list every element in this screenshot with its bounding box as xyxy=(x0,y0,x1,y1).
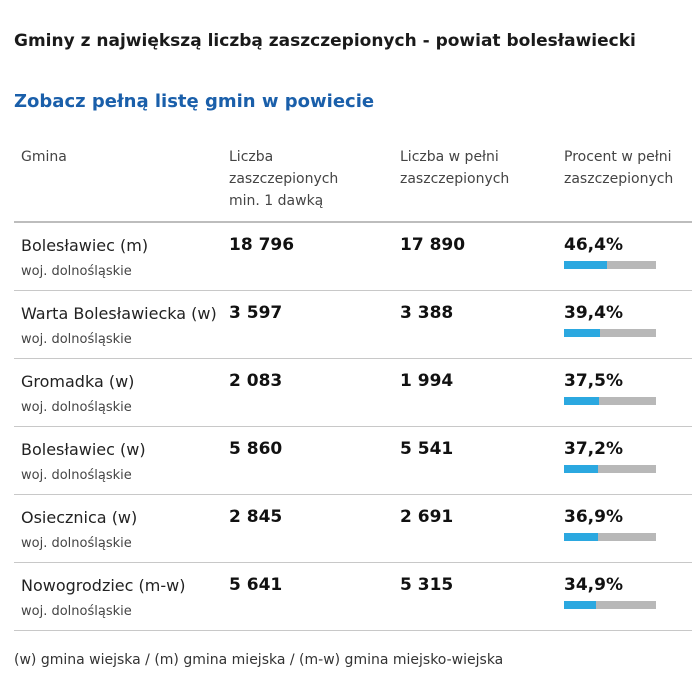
table-row: Bolesławiec (m) woj. dolnośląskie 18 796… xyxy=(14,223,692,291)
full-count: 3 388 xyxy=(400,303,454,323)
full-count: 5 315 xyxy=(400,575,454,595)
percent-bar xyxy=(564,465,656,473)
percent-bar-fill xyxy=(564,601,597,609)
gmina-name: Osiecznica (w) xyxy=(21,508,138,527)
percent-value: 37,5% xyxy=(564,371,623,391)
page-title: Gminy z największą liczbą zaszczepionych… xyxy=(14,31,636,51)
percent-bar xyxy=(564,261,656,269)
table-row: Osiecznica (w) woj. dolnośląskie 2 845 2… xyxy=(14,495,692,563)
gmina-region: woj. dolnośląskie xyxy=(21,604,132,619)
full-count: 5 541 xyxy=(400,439,454,459)
header-dose1: Liczba zaszczepionych min. 1 dawką xyxy=(229,149,339,209)
dose1-count: 5 641 xyxy=(229,575,283,595)
gmina-name: Bolesławiec (m) xyxy=(21,236,149,255)
gmina-name: Nowogrodziec (m-w) xyxy=(21,576,186,595)
dose1-count: 18 796 xyxy=(229,235,295,255)
gmina-region: woj. dolnośląskie xyxy=(21,264,132,279)
gmina-region: woj. dolnośląskie xyxy=(21,468,132,483)
percent-bar xyxy=(564,397,656,405)
table-row: Warta Bolesławiecka (w) woj. dolnośląski… xyxy=(14,291,692,359)
percent-bar xyxy=(564,601,656,609)
table-row: Gromadka (w) woj. dolnośląskie 2 083 1 9… xyxy=(14,359,692,427)
dose1-count: 5 860 xyxy=(229,439,283,459)
gmina-region: woj. dolnośląskie xyxy=(21,400,132,415)
gmina-name: Bolesławiec (w) xyxy=(21,440,146,459)
percent-value: 39,4% xyxy=(564,303,623,323)
gmina-region: woj. dolnośląskie xyxy=(21,536,132,551)
dose1-count: 2 083 xyxy=(229,371,283,391)
full-count: 2 691 xyxy=(400,507,454,527)
gmina-name: Warta Bolesławiecka (w) xyxy=(21,304,217,323)
dose1-count: 3 597 xyxy=(229,303,283,323)
percent-value: 37,2% xyxy=(564,439,623,459)
percent-value: 34,9% xyxy=(564,575,623,595)
full-list-link[interactable]: Zobacz pełną listę gmin w powiecie xyxy=(14,91,375,112)
header-percent: Procent w pełni zaszczepionych xyxy=(564,149,674,187)
full-count: 1 994 xyxy=(400,371,454,391)
dose1-count: 2 845 xyxy=(229,507,283,527)
full-count: 17 890 xyxy=(400,235,466,255)
percent-bar xyxy=(564,533,656,541)
percent-bar-fill xyxy=(564,329,601,337)
gmina-name: Gromadka (w) xyxy=(21,372,135,391)
percent-bar-fill xyxy=(564,397,599,405)
vaccination-table: Gmina Liczba zaszczepionych min. 1 dawką… xyxy=(14,138,692,631)
table-row: Bolesławiec (w) woj. dolnośląskie 5 860 … xyxy=(14,427,692,495)
percent-value: 46,4% xyxy=(564,235,623,255)
legend-footnote: (w) gmina wiejska / (m) gmina miejska / … xyxy=(14,652,504,668)
header-full: Liczba w pełni zaszczepionych xyxy=(400,149,510,187)
table-row: Nowogrodziec (m-w) woj. dolnośląskie 5 6… xyxy=(14,563,692,631)
percent-bar-fill xyxy=(564,465,599,473)
percent-bar xyxy=(564,329,656,337)
percent-bar-fill xyxy=(564,261,607,269)
percent-value: 36,9% xyxy=(564,507,623,527)
gmina-region: woj. dolnośląskie xyxy=(21,332,132,347)
table-header: Gmina Liczba zaszczepionych min. 1 dawką… xyxy=(14,138,692,223)
header-gmina: Gmina xyxy=(21,149,67,165)
percent-bar-fill xyxy=(564,533,598,541)
